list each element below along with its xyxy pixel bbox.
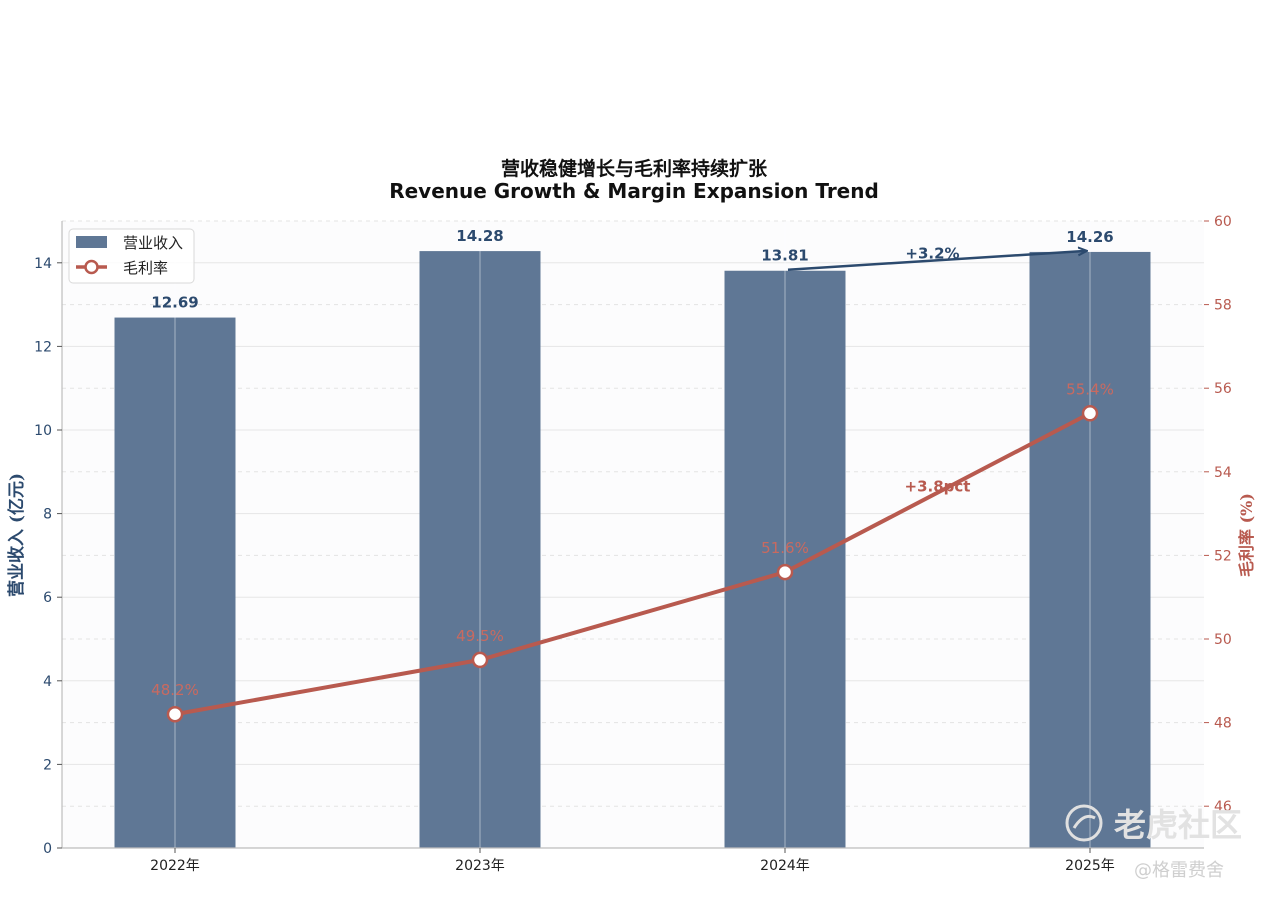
y-tick-left-label: 8 — [43, 507, 52, 523]
margin-value-label: 49.5% — [456, 627, 504, 645]
y-tick-left-label: 12 — [34, 339, 52, 355]
y-tick-right-label: 48 — [1214, 716, 1232, 732]
margin-point-2023年 — [471, 651, 489, 669]
margin-point-2022年 — [166, 705, 184, 723]
y-tick-right-label: 56 — [1214, 381, 1232, 397]
y-tick-right-label: 54 — [1214, 465, 1232, 481]
bar-2023年 — [419, 251, 541, 848]
y-axis-label-left: 营业收入 (亿元) — [6, 473, 27, 597]
y-tick-right-label: 50 — [1214, 632, 1232, 648]
y-axis-label-right: 毛利率 (%) — [1237, 493, 1256, 577]
margin-point-2024年 — [776, 563, 794, 581]
y-tick-left-label: 6 — [43, 590, 52, 606]
x-tick-label: 2024年 — [760, 858, 810, 874]
bar-value-label: 14.28 — [456, 227, 503, 245]
y-tick-left-label: 4 — [43, 674, 52, 690]
bar-series — [114, 251, 1151, 849]
plot-area — [62, 221, 1204, 848]
y-tick-left-label: 10 — [34, 423, 52, 439]
bar-value-label: 13.81 — [761, 247, 808, 265]
legend-bar-swatch — [76, 236, 107, 248]
annotations: +3.2% +3.8pct — [787, 244, 1086, 496]
bar-value-label: 14.26 — [1066, 228, 1113, 246]
bar-2022年 — [114, 317, 236, 849]
tiger-logo-icon — [1065, 804, 1103, 842]
bar-2024年 — [724, 270, 846, 848]
chart-title-cn: 营收稳健增长与毛利率持续扩张 — [501, 157, 768, 180]
revenue-growth-arrow — [787, 251, 1086, 271]
tiger-logo-stroke — [1072, 814, 1096, 829]
bar-value-label: 12.69 — [151, 294, 198, 312]
legend-label-revenue: 营业收入 — [123, 234, 183, 252]
revenue-growth-annotation: +3.2% — [905, 244, 959, 262]
y-tick-right-label: 58 — [1214, 298, 1232, 314]
bar-2025年 — [1029, 251, 1151, 848]
bar-labels: 12.69 14.28 13.81 14.26 — [151, 227, 1113, 311]
margin-value-label: 48.2% — [151, 681, 199, 699]
point-labels: 48.2% 49.5% 51.6% 55.4% — [151, 380, 1114, 699]
margin-line-series — [166, 405, 1099, 723]
y-tick-left-label: 0 — [43, 841, 52, 857]
legend: 营业收入 毛利率 — [68, 228, 195, 284]
y-tick-left-label: 14 — [34, 256, 52, 272]
legend-label-margin: 毛利率 — [123, 259, 168, 277]
watermark-author: @格雷费舍 — [1134, 860, 1224, 881]
watermark: 老虎社区 @格雷费舍 — [1065, 804, 1242, 881]
grid — [62, 220, 1204, 849]
legend-marker-swatch — [84, 259, 99, 275]
x-tick-label: 2025年 — [1065, 858, 1115, 874]
vertical-grid — [174, 221, 1091, 848]
x-tick-label: 2022年 — [150, 858, 200, 874]
watermark-logo-text: 老虎社区 — [1114, 806, 1242, 844]
y-tick-left-label: 2 — [43, 757, 52, 773]
margin-value-label: 55.4% — [1066, 380, 1114, 398]
chart-title-en: Revenue Growth & Margin Expansion Trend — [389, 179, 879, 203]
margin-line — [174, 411, 1091, 717]
y-tick-right-label: 60 — [1214, 214, 1232, 230]
x-tick-label: 2023年 — [455, 858, 505, 874]
y-tick-right-label: 52 — [1214, 548, 1232, 564]
margin-value-label: 51.6% — [761, 539, 809, 557]
y-tick-right-label: 46 — [1214, 799, 1232, 815]
margin-growth-annotation: +3.8pct — [905, 478, 971, 496]
margin-point-2025年 — [1081, 405, 1099, 422]
